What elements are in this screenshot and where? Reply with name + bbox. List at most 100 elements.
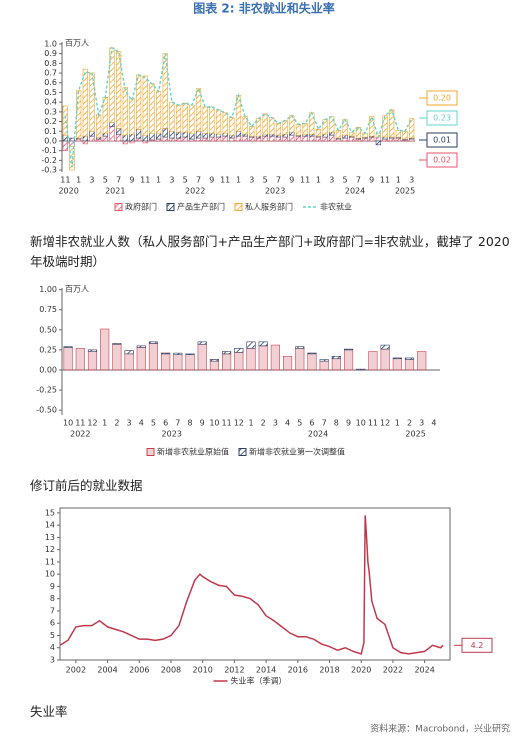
end-label: 0.01 <box>433 136 451 145</box>
legend-label: 产品生产部门 <box>177 202 225 212</box>
bar <box>112 343 122 371</box>
legend-swatch <box>166 203 175 211</box>
bar <box>402 130 408 140</box>
bar <box>235 135 242 142</box>
bar <box>122 140 128 145</box>
y-tick-label: 0.4 <box>44 98 57 107</box>
x-tick-label: 7 <box>276 176 281 185</box>
end-label: 0.02 <box>433 156 451 165</box>
bar <box>62 105 68 136</box>
bar <box>369 116 375 137</box>
bar <box>258 345 268 371</box>
y-tick-label: 0.6 <box>44 78 57 87</box>
bar <box>262 113 268 135</box>
x-tick-label: 9 <box>289 176 294 185</box>
x-tick-label: 3 <box>249 176 254 185</box>
bar <box>209 136 215 142</box>
series-line <box>64 46 413 168</box>
bar <box>182 102 188 133</box>
y-tick-label: 7 <box>50 606 55 615</box>
end-label-box <box>461 637 493 653</box>
caption: 失业率 <box>30 704 68 719</box>
bar <box>329 131 335 136</box>
legend-label: 非农就业 <box>320 202 352 212</box>
year-label: 2025 <box>395 187 415 196</box>
y-tick-label: -0.50 <box>36 406 57 415</box>
bar <box>234 352 244 371</box>
x-tick-label: 3 <box>169 176 174 185</box>
end-label-box <box>426 152 458 168</box>
y-tick-label: 0.5 <box>44 88 57 97</box>
year-label: 2024 <box>345 187 365 196</box>
year-label: 2023 <box>265 187 285 196</box>
bar <box>342 137 348 142</box>
bar <box>215 136 222 142</box>
bar <box>222 135 228 142</box>
x-tick-label: 1 <box>396 176 401 185</box>
x-tick-label: 5 <box>103 176 108 185</box>
x-tick-label: 1 <box>156 176 161 185</box>
bar <box>322 133 328 138</box>
x-tick-label: 1 <box>76 176 81 185</box>
x-tick-label: 9 <box>209 176 214 185</box>
legend-swatch <box>238 448 247 456</box>
x-tick-label: 10 <box>356 419 366 428</box>
y-tick-label: 6 <box>50 619 55 628</box>
bar <box>100 328 110 371</box>
bar <box>289 134 295 142</box>
x-tick-label: 2012 <box>224 666 244 675</box>
x-tick-label: 2022 <box>383 666 403 675</box>
bar <box>246 347 256 371</box>
caption: 新增非农就业人数（私人服务部门+产品生产部门+政府部门=非农就业，截掉了 202… <box>30 234 510 269</box>
bar <box>282 120 288 135</box>
bar <box>202 106 208 134</box>
bar <box>87 349 98 352</box>
bar <box>343 348 354 351</box>
bar <box>173 352 183 356</box>
x-tick-label: 2002 <box>66 666 86 675</box>
plot-frame <box>59 507 451 661</box>
bar <box>222 353 232 371</box>
bar <box>319 360 329 371</box>
bar <box>319 359 329 362</box>
end-label-box <box>426 132 458 148</box>
bar <box>122 87 128 136</box>
bar <box>295 346 305 349</box>
x-tick-label: 2014 <box>256 666 276 675</box>
bar <box>82 68 88 137</box>
bar <box>185 354 195 371</box>
bar <box>368 351 378 371</box>
x-tick-label: 6 <box>309 419 314 428</box>
bar <box>162 128 168 138</box>
bar <box>234 347 244 353</box>
bar <box>197 341 207 345</box>
x-tick-label: 12 <box>87 419 97 428</box>
bar <box>115 133 122 142</box>
bar <box>380 348 390 371</box>
legend: 新增非农就业原始值 新增非农就业第一次调整值 <box>146 447 345 457</box>
y-unit: 百万人 <box>65 285 89 294</box>
bar <box>349 136 355 142</box>
bar <box>148 341 159 344</box>
x-tick-label: 3 <box>329 176 334 185</box>
series-line <box>59 515 444 655</box>
y-tick-label: 0.3 <box>44 107 57 116</box>
bar <box>182 136 188 142</box>
bar <box>102 135 108 142</box>
legend-swatch <box>114 203 123 211</box>
bar <box>209 359 219 362</box>
x-tick-label: 9 <box>369 176 374 185</box>
legend: 失业率（季调） <box>213 676 287 686</box>
y-tick-label: 0.25 <box>39 345 57 354</box>
bar <box>135 129 142 139</box>
bar <box>395 129 401 138</box>
bar <box>289 115 295 133</box>
bar <box>195 137 202 142</box>
bar <box>215 109 222 135</box>
bar <box>175 137 182 142</box>
y-tick-label: 0.0 <box>44 136 57 145</box>
bar <box>109 126 115 142</box>
year-label: 2023 <box>162 430 182 439</box>
year-label: 2020 <box>58 187 78 196</box>
bar <box>197 343 207 371</box>
